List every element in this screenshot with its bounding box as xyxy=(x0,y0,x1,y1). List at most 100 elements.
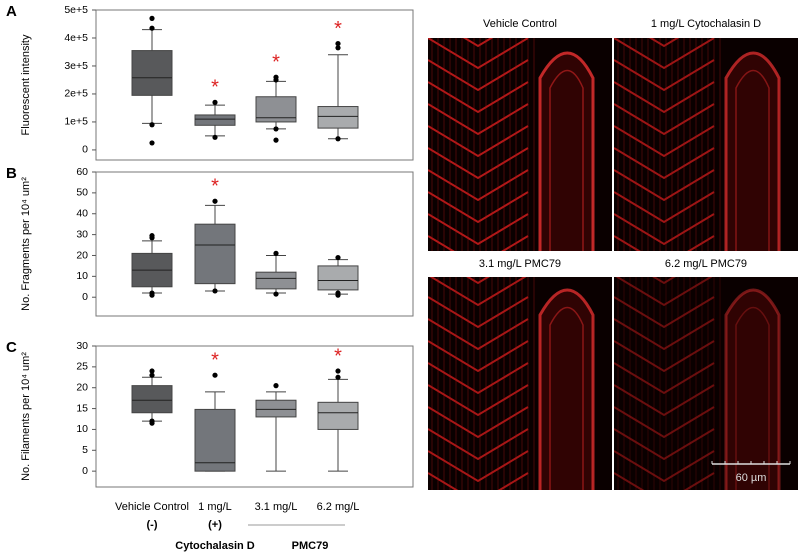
image-title: 1 mg/L Cytochalasin D xyxy=(651,18,761,30)
box xyxy=(255,271,297,290)
box xyxy=(131,385,173,414)
y-tick-label: 30 xyxy=(76,340,88,352)
y-axis-label: Fluorescent intensity xyxy=(20,34,32,135)
y-tick-label: 0 xyxy=(82,291,88,303)
muscle-chevron xyxy=(614,406,715,439)
muscle-chevron xyxy=(428,147,529,180)
significance-star: * xyxy=(272,51,280,73)
title-backdrop xyxy=(614,11,798,37)
muscle-chevron xyxy=(428,275,529,307)
muscle-chevron xyxy=(614,81,715,114)
group-label: Cytochalasin D xyxy=(175,540,255,552)
fin-fold xyxy=(724,51,781,252)
muscle-chevron xyxy=(614,340,715,373)
title-backdrop xyxy=(428,11,612,37)
y-tick-label: 30 xyxy=(76,228,88,240)
panel-label: C xyxy=(6,339,17,356)
y-tick-label: 4e+5 xyxy=(64,32,88,44)
muscle-chevron xyxy=(462,38,494,48)
microscopy-image xyxy=(428,38,612,252)
outlier xyxy=(335,254,341,261)
title-backdrop xyxy=(614,251,798,277)
fin-fold xyxy=(549,306,584,490)
muscle-chevron xyxy=(428,450,529,483)
box xyxy=(194,114,236,126)
y-tick-label: 60 xyxy=(76,166,88,178)
fin-fold xyxy=(724,288,781,490)
significance-star: * xyxy=(211,349,219,371)
outlier xyxy=(149,420,155,426)
muscle-chevron xyxy=(428,59,529,92)
x-tick-label: Vehicle Control xyxy=(115,501,189,513)
muscle-chevron xyxy=(428,406,529,439)
muscle-chevron xyxy=(614,191,715,224)
y-tick-label: 5 xyxy=(82,444,88,456)
y-tick-label: 20 xyxy=(76,381,88,393)
muscle-chevron xyxy=(648,38,680,48)
y-tick-label: 25 xyxy=(76,361,88,373)
outlier xyxy=(149,15,155,21)
outlier xyxy=(149,372,155,378)
plot-frame xyxy=(95,345,414,488)
muscle-chevron xyxy=(428,384,529,417)
y-tick-label: 1e+5 xyxy=(64,116,88,128)
muscle-chevron xyxy=(614,472,715,490)
outlier xyxy=(335,136,341,142)
outlier xyxy=(149,235,155,241)
box xyxy=(194,223,236,285)
plot-frame xyxy=(95,9,414,161)
muscle-chevron xyxy=(428,362,529,395)
muscle-chevron xyxy=(614,318,715,351)
box xyxy=(194,408,236,472)
scale-label: 60 µm xyxy=(736,472,767,484)
image-background xyxy=(614,275,798,490)
muscle-chevron xyxy=(428,472,529,490)
outlier xyxy=(212,134,218,140)
muscle-chevron xyxy=(614,213,715,246)
y-axis-label: No. Filaments per 10⁴ um² xyxy=(20,352,32,481)
muscle-chevron xyxy=(462,275,494,285)
muscle-chevron xyxy=(428,296,529,329)
muscle-chevron xyxy=(428,81,529,114)
box xyxy=(131,50,173,96)
significance-star: * xyxy=(334,345,342,367)
muscle-chevron xyxy=(614,235,715,252)
muscle-chevron xyxy=(614,495,714,525)
muscle-chevron xyxy=(614,125,715,158)
outlier xyxy=(212,198,218,204)
outlier xyxy=(212,288,218,294)
muscle-chevron xyxy=(648,275,680,285)
y-tick-label: 40 xyxy=(76,208,88,220)
plot-frame xyxy=(95,171,414,317)
box xyxy=(317,106,359,129)
y-tick-label: 0 xyxy=(82,465,88,477)
fin-fold xyxy=(735,69,770,252)
significance-star: * xyxy=(334,18,342,40)
fin-fold xyxy=(538,51,595,252)
image-title: 3.1 mg/L PMC79 xyxy=(479,258,561,270)
y-tick-label: 20 xyxy=(76,249,88,261)
y-tick-label: 5e+5 xyxy=(64,4,88,16)
significance-star: * xyxy=(211,77,219,99)
muscle-chevron xyxy=(614,296,715,329)
image-title: Vehicle Control xyxy=(483,18,557,30)
muscle-chevron xyxy=(614,517,714,547)
outlier xyxy=(273,137,279,143)
outlier xyxy=(273,77,279,83)
muscle-chevron xyxy=(614,362,715,395)
box xyxy=(317,401,359,430)
x-tick-label: 6.2 mg/L xyxy=(317,501,360,513)
y-tick-label: 10 xyxy=(76,270,88,282)
fin-fold xyxy=(735,306,770,490)
muscle-chevron xyxy=(428,213,529,246)
outlier xyxy=(212,99,218,105)
outlier xyxy=(273,250,279,256)
outlier xyxy=(273,291,279,297)
panel-label: B xyxy=(6,165,17,182)
muscle-chevron xyxy=(428,235,529,252)
outlier xyxy=(212,372,218,378)
outlier xyxy=(149,140,155,146)
box xyxy=(255,399,297,418)
muscle-chevron xyxy=(614,384,715,417)
